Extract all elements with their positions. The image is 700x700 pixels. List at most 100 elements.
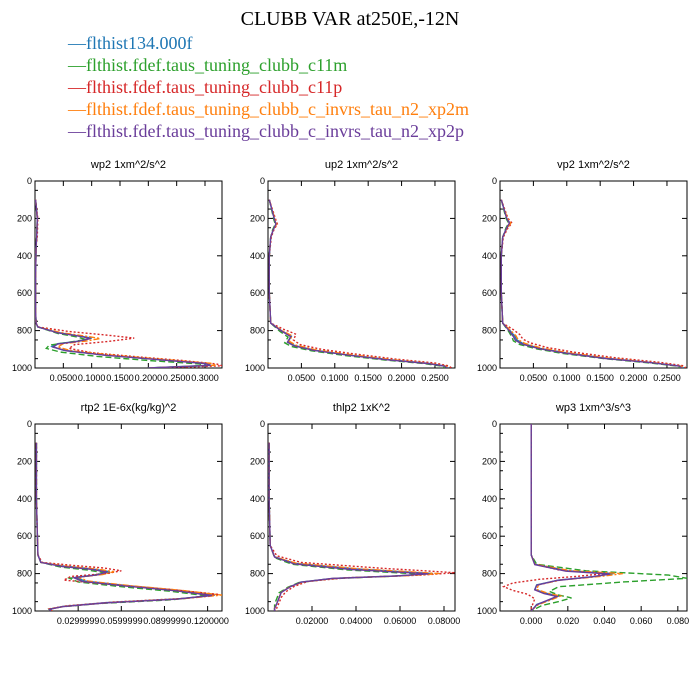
series-line <box>35 199 206 368</box>
y-tick-label: 800 <box>250 326 265 336</box>
y-tick-label: 1000 <box>245 363 265 373</box>
x-tick-label: 0.1500 <box>586 373 614 383</box>
plot-frame <box>34 423 223 612</box>
series-line <box>268 199 448 368</box>
y-tick-label: 800 <box>250 569 265 579</box>
series-line <box>268 199 449 368</box>
panel-title: vp2 1xm^2/s^2 <box>557 159 630 171</box>
y-tick-label: 1000 <box>477 363 497 373</box>
x-tick-label: 0.000 <box>520 616 543 626</box>
y-tick-label: 800 <box>17 326 32 336</box>
y-tick-label: 0 <box>260 419 265 429</box>
x-tick-label: 0.1000 <box>78 373 106 383</box>
legend: —flthist134.000f —flthist.fdef.taus_tuni… <box>68 32 469 142</box>
x-tick-label: 0.0500 <box>288 373 316 383</box>
y-tick-label: 400 <box>482 251 497 261</box>
plot-frame <box>499 180 688 369</box>
panel-title: wp2 1xm^2/s^2 <box>90 159 166 171</box>
y-tick-label: 600 <box>250 531 265 541</box>
x-tick-label: 0.2500 <box>421 373 449 383</box>
series-line <box>500 199 681 368</box>
plot-frame <box>34 180 223 369</box>
x-tick-label: 0.2000 <box>620 373 648 383</box>
y-tick-label: 400 <box>482 494 497 504</box>
series-line <box>268 442 455 611</box>
panel-title: wp3 1xm^3/s^3 <box>555 402 631 414</box>
series-line <box>35 442 212 611</box>
legend-item: —flthist.fdef.taus_tuning_clubb_c11m <box>68 54 469 76</box>
panel-title: rtp2 1E-6x(kg/kg)^2 <box>81 402 177 414</box>
series-line <box>500 199 687 368</box>
y-tick-label: 200 <box>17 213 32 223</box>
y-tick-label: 200 <box>482 213 497 223</box>
y-tick-label: 1000 <box>477 606 497 616</box>
x-tick-label: 0.1000 <box>321 373 349 383</box>
x-tick-label: 0.0599999 <box>100 616 143 626</box>
plot-frame <box>267 423 456 612</box>
chart-panel: rtp2 1E-6x(kg/kg)^2 0 200 400 600 800 1000 0.02… <box>12 402 229 626</box>
x-tick-label: 0.040 <box>593 616 616 626</box>
y-tick-label: 1000 <box>12 606 32 616</box>
y-tick-label: 400 <box>250 494 265 504</box>
y-tick-label: 0 <box>492 419 497 429</box>
y-tick-label: 800 <box>17 569 32 579</box>
x-tick-label: 0.2500 <box>163 373 191 383</box>
plot-frame <box>267 180 456 369</box>
y-tick-label: 400 <box>17 494 32 504</box>
chart-panel: wp2 1xm^2/s^2 0 200 400 600 800 1000 0.0500 0.10… <box>12 159 223 383</box>
legend-label: flthist134.000f <box>86 33 193 53</box>
y-tick-label: 600 <box>482 288 497 298</box>
x-tick-label: 0.060 <box>630 616 653 626</box>
y-tick-label: 1000 <box>245 606 265 616</box>
series-line <box>500 199 683 368</box>
y-tick-label: 600 <box>482 531 497 541</box>
series-line <box>530 424 687 611</box>
y-tick-label: 200 <box>482 456 497 466</box>
x-tick-label: 0.0899999 <box>143 616 186 626</box>
x-tick-label: 0.04000 <box>340 616 373 626</box>
y-tick-label: 200 <box>250 213 265 223</box>
y-tick-label: 400 <box>250 251 265 261</box>
figure-title: CLUBB VAR at250E,-12N <box>240 8 460 30</box>
legend-item: —flthist.fdef.taus_tuning_clubb_c11p <box>68 76 469 98</box>
chart-panel: up2 1xm^2/s^2 0 200 400 600 800 1000 0.0500 0.10… <box>245 159 456 383</box>
y-tick-label: 0 <box>260 176 265 186</box>
y-tick-label: 200 <box>17 456 32 466</box>
y-tick-label: 800 <box>482 569 497 579</box>
x-tick-label: 0.0500 <box>520 373 548 383</box>
x-tick-label: 0.2500 <box>653 373 681 383</box>
y-tick-label: 200 <box>250 456 265 466</box>
series-line <box>501 424 605 611</box>
plot-frame <box>499 423 688 612</box>
series-line <box>35 199 222 368</box>
x-tick-label: 0.0500 <box>50 373 78 383</box>
legend-label: flthist.fdef.taus_tuning_clubb_c_invrs_t… <box>86 121 464 141</box>
y-tick-label: 0 <box>27 176 32 186</box>
x-tick-label: 0.020 <box>557 616 580 626</box>
x-tick-label: 0.2000 <box>388 373 416 383</box>
panel-title: thlp2 1xK^2 <box>333 402 390 414</box>
x-tick-label: 0.06000 <box>384 616 417 626</box>
series-line <box>268 442 440 611</box>
panel-title: up2 1xm^2/s^2 <box>325 159 398 171</box>
series-line <box>268 199 453 368</box>
series-line <box>530 424 611 611</box>
x-tick-label: 0.1500 <box>106 373 134 383</box>
x-tick-label: 0.080 <box>667 616 690 626</box>
y-tick-label: 1000 <box>12 363 32 373</box>
x-tick-label: 0.0299999 <box>57 616 100 626</box>
legend-item: —flthist.fdef.taus_tuning_clubb_c_invrs_… <box>68 98 469 120</box>
series-line <box>268 199 446 368</box>
y-tick-label: 800 <box>482 326 497 336</box>
x-tick-label: 0.3000 <box>191 373 219 383</box>
legend-item: —flthist.fdef.taus_tuning_clubb_c_invrs_… <box>68 120 469 142</box>
x-tick-label: 0.1200000 <box>186 616 229 626</box>
series-line <box>268 199 449 368</box>
legend-label: flthist.fdef.taus_tuning_clubb_c11m <box>86 55 348 75</box>
legend-label: flthist.fdef.taus_tuning_clubb_c11p <box>86 77 343 97</box>
legend-label: flthist.fdef.taus_tuning_clubb_c_invrs_t… <box>86 99 469 119</box>
y-tick-label: 600 <box>17 531 32 541</box>
y-tick-label: 0 <box>492 176 497 186</box>
chart-panel: thlp2 1xK^2 0 200 400 600 800 1000 0.02000 0.040… <box>245 402 460 626</box>
